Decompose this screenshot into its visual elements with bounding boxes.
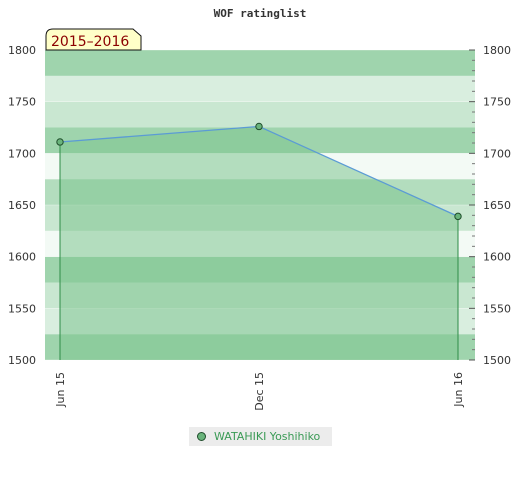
series-area-fill [60,126,458,360]
chart-title: WOF ratinglist [214,7,307,20]
y-tick-label-right: 1750 [483,96,511,109]
y-tick-label-left: 1550 [8,302,36,315]
x-tick-label: Jun 15 [54,372,67,408]
plot-band [45,50,475,76]
data-point [454,212,462,221]
y-tick-label-left: 1800 [8,44,36,57]
y-tick-label-left: 1700 [8,147,36,160]
legend: WATAHIKI Yoshihiko [189,427,332,446]
period-badge: 2015–2016 [45,28,142,51]
x-axis: Jun 15 Dec 15 Jun 16 [54,372,465,411]
x-tick-label: Jun 16 [452,372,465,408]
legend-marker [197,432,206,441]
y-tick-label-left: 1600 [8,251,36,264]
y-tick-label-right: 1650 [483,199,511,212]
y-tick-label-right: 1700 [483,147,511,160]
y-tick-label-left: 1650 [8,199,36,212]
x-tick-label: Dec 15 [253,372,266,411]
period-badge-text: 2015–2016 [51,34,129,50]
y-tick-label-right: 1800 [483,44,511,57]
y-tick-label-right: 1600 [483,251,511,264]
y-tick-label-left: 1500 [8,354,36,367]
y-axis-left: 1500 1550 1600 1650 1700 1750 1800 [8,44,36,367]
y-axis-right: 1500 1550 1600 1650 1700 1750 1800 [469,44,511,367]
y-tick-label-right: 1500 [483,354,511,367]
y-tick-label-right: 1550 [483,302,511,315]
y-tick-label-left: 1750 [8,96,36,109]
drop-lines [59,141,459,360]
data-point [255,122,263,131]
data-point [56,138,64,146]
legend-label: WATAHIKI Yoshihiko [214,430,321,443]
series-markers [56,122,462,221]
plot-band [45,75,475,102]
